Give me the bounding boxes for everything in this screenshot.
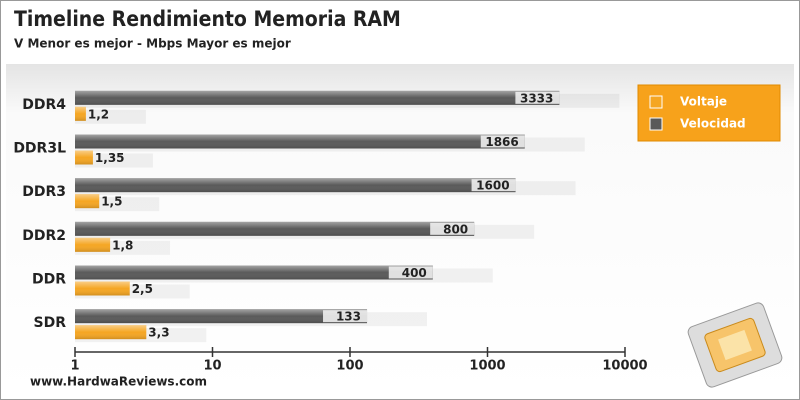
value-label-box xyxy=(515,91,560,104)
value-label: 1866 xyxy=(485,135,518,149)
value-label-box xyxy=(430,222,475,235)
chart-subtitle: V Menor es mejor - Mbps Mayor es mejor xyxy=(14,37,291,51)
bar-shine xyxy=(75,150,93,165)
y-tick-label: SDR xyxy=(34,315,67,331)
value-label: 3,3 xyxy=(148,326,169,340)
bar-shine xyxy=(75,265,433,280)
chart-title: Timeline Rendimiento Memoria RAM xyxy=(14,7,401,31)
value-label: 3333 xyxy=(520,91,553,105)
y-tick-label: DDR3 xyxy=(22,184,66,200)
bar-shine xyxy=(75,194,100,209)
bar-shine xyxy=(75,178,516,193)
value-label: 1,35 xyxy=(95,151,125,165)
source: www.HardwaReviews.com xyxy=(30,375,207,389)
x-tick-label: 100 xyxy=(336,359,363,374)
y-tick-label: DDR xyxy=(32,272,66,288)
value-label-box xyxy=(323,310,368,323)
legend-swatch xyxy=(649,117,663,131)
bar-shine xyxy=(75,106,86,121)
bar-shine xyxy=(75,221,475,236)
bar-shine xyxy=(75,325,147,340)
chip-icon xyxy=(687,302,783,388)
value-label: 1600 xyxy=(476,179,509,193)
x-tick-label: 10000 xyxy=(602,359,647,374)
value-label: 1,5 xyxy=(101,195,122,209)
legend-label: Voltaje xyxy=(680,95,727,109)
bar-shine xyxy=(75,134,525,149)
bar-shine xyxy=(75,309,368,324)
y-tick-label: DDR2 xyxy=(22,228,66,244)
value-label: 1,8 xyxy=(112,238,133,252)
value-label: 1,2 xyxy=(88,107,109,121)
value-label: 133 xyxy=(336,310,361,324)
bar-shine xyxy=(75,281,130,296)
y-tick-label: DDR3L xyxy=(13,141,66,157)
bar-shadow xyxy=(75,153,153,168)
value-label-box xyxy=(471,179,516,192)
value-label-box xyxy=(388,266,433,279)
bar-shine xyxy=(75,237,111,252)
legend-swatch xyxy=(649,95,663,109)
value-label-box xyxy=(480,135,525,148)
x-tick-label: 1 xyxy=(70,359,79,374)
value-label: 400 xyxy=(402,266,427,280)
value-label: 800 xyxy=(443,222,468,236)
value-label: 2,5 xyxy=(132,282,153,296)
x-tick-label: 1000 xyxy=(469,359,505,374)
bar-shadow xyxy=(75,109,146,124)
y-tick-label: DDR4 xyxy=(22,97,66,113)
x-tick-label: 10 xyxy=(203,359,221,374)
legend-label: Velocidad xyxy=(680,117,746,131)
bar-shine xyxy=(75,90,560,105)
legend-box xyxy=(637,84,781,142)
